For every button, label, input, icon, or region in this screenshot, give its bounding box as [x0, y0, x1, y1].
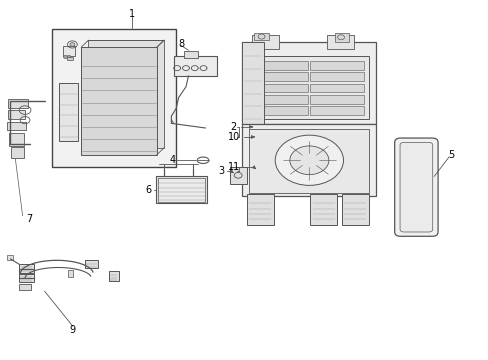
Bar — [251, 84, 307, 93]
Bar — [310, 84, 363, 93]
Bar — [310, 72, 363, 81]
Bar — [242, 125, 375, 196]
Bar — [251, 72, 307, 81]
Bar — [246, 194, 273, 225]
Bar — [251, 107, 307, 116]
Bar — [310, 60, 363, 69]
Text: 8: 8 — [178, 39, 184, 49]
Text: 2: 2 — [230, 122, 236, 132]
Bar — [156, 176, 206, 203]
Bar — [251, 35, 278, 49]
Text: 9: 9 — [70, 325, 76, 335]
Bar — [84, 260, 98, 268]
Bar — [254, 33, 268, 40]
Bar — [334, 33, 348, 42]
Text: 4: 4 — [169, 155, 175, 165]
Circle shape — [70, 42, 75, 46]
Bar — [251, 60, 307, 69]
Bar — [81, 47, 157, 155]
Bar — [11, 147, 23, 158]
Text: 3: 3 — [218, 166, 224, 176]
Bar — [242, 42, 375, 125]
Bar — [229, 167, 246, 184]
Bar — [327, 35, 353, 49]
Bar — [68, 270, 73, 277]
Bar — [242, 42, 264, 125]
Text: 6: 6 — [144, 185, 151, 195]
Bar — [52, 30, 176, 167]
Bar — [249, 129, 368, 193]
Bar — [19, 264, 34, 273]
Bar — [310, 107, 363, 116]
Bar — [6, 122, 26, 130]
Bar — [19, 274, 34, 282]
Text: 10: 10 — [227, 132, 240, 142]
Text: 7: 7 — [26, 215, 32, 224]
Bar — [59, 83, 78, 140]
Text: 5: 5 — [447, 150, 454, 160]
Bar — [251, 95, 307, 104]
Bar — [249, 56, 368, 119]
Bar — [109, 271, 119, 281]
Bar — [67, 57, 73, 59]
Bar — [6, 255, 13, 260]
Bar — [63, 46, 75, 56]
Circle shape — [289, 146, 328, 175]
Bar — [158, 178, 204, 202]
Bar — [183, 51, 198, 58]
Bar — [8, 99, 27, 108]
Bar — [8, 110, 25, 119]
Bar — [19, 284, 31, 290]
Text: 1: 1 — [129, 9, 135, 19]
Text: 11: 11 — [227, 162, 240, 172]
Circle shape — [63, 55, 67, 58]
Bar — [341, 194, 368, 225]
Circle shape — [67, 55, 71, 58]
Bar — [310, 95, 363, 104]
FancyBboxPatch shape — [394, 138, 437, 236]
Circle shape — [275, 135, 343, 185]
FancyBboxPatch shape — [399, 142, 432, 232]
Bar — [310, 194, 336, 225]
Bar — [88, 40, 163, 148]
Bar — [173, 56, 216, 76]
Bar — [9, 134, 24, 146]
